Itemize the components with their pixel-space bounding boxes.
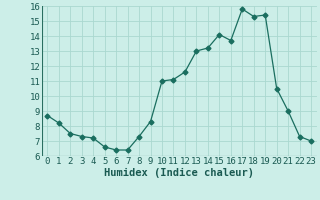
X-axis label: Humidex (Indice chaleur): Humidex (Indice chaleur) bbox=[104, 168, 254, 178]
